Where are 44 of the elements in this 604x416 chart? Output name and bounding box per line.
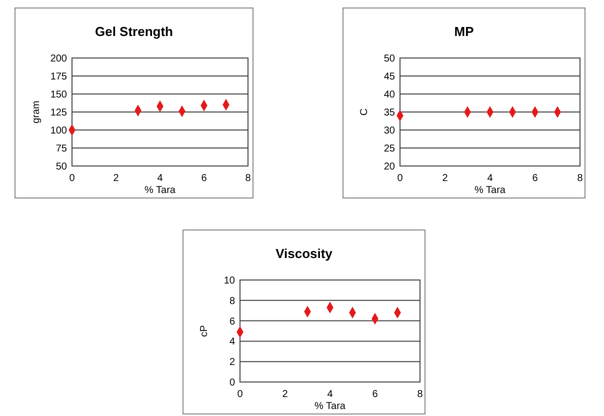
y-tick-label: 50	[384, 54, 396, 64]
y-tick-label: 100	[50, 126, 68, 136]
x-tick-label: 8	[417, 389, 424, 400]
y-tick-label: 200	[50, 54, 68, 64]
y-tick-label: 6	[229, 316, 236, 328]
chart-title: Gel Strength	[94, 24, 174, 39]
y-tick-label: 30	[384, 126, 396, 136]
x-tick-label: 8	[245, 173, 252, 184]
x-axis-title: % Tara	[314, 401, 346, 412]
y-tick-label: 40	[384, 90, 396, 100]
x-tick-label: 0	[69, 173, 76, 184]
y-tick-label: 25	[384, 144, 396, 154]
y-tick-label: 45	[384, 72, 396, 82]
y-tick-label: 0	[229, 378, 236, 388]
y-tick-label: 50	[56, 162, 68, 172]
x-tick-label: 0	[397, 173, 404, 184]
x-tick-label: 8	[577, 173, 584, 184]
y-tick-label: 35	[384, 108, 396, 118]
x-tick-label: 4	[487, 173, 494, 184]
x-axis-title: % Tara	[474, 185, 506, 196]
x-tick-label: 6	[201, 173, 208, 184]
y-tick-label: 10	[224, 276, 236, 286]
y-axis-title: cP	[199, 324, 210, 337]
y-tick-label: 8	[229, 296, 236, 307]
x-tick-label: 2	[282, 389, 288, 400]
x-tick-label: 2	[113, 173, 120, 184]
chart-title: MP	[454, 24, 474, 39]
y-tick-label: 20	[384, 162, 396, 172]
x-axis-title: % Tara	[144, 185, 176, 196]
x-tick-label: 2	[442, 173, 448, 184]
x-tick-label: 6	[532, 173, 538, 184]
y-tick-label: 150	[50, 90, 68, 100]
y-axis-title: C	[359, 108, 370, 116]
x-tick-label: 6	[372, 389, 378, 400]
y-axis-title: gram	[31, 100, 42, 124]
y-tick-label: 75	[56, 144, 68, 154]
chart-title: Viscosity	[276, 246, 334, 261]
x-tick-label: 4	[157, 173, 164, 184]
x-tick-label: 0	[237, 389, 244, 400]
y-tick-label: 125	[50, 108, 68, 118]
x-tick-label: 4	[327, 389, 334, 400]
y-tick-label: 175	[50, 72, 68, 82]
y-tick-label: 4	[229, 336, 236, 348]
y-tick-label: 2	[229, 357, 236, 368]
